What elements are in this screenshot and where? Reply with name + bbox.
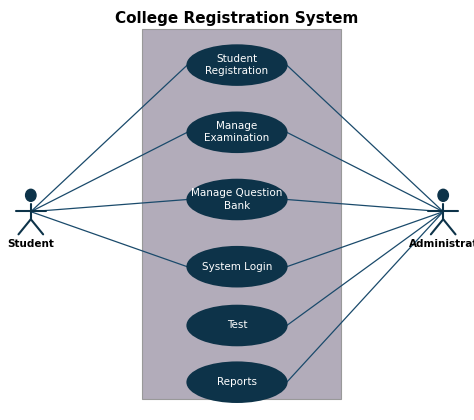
Ellipse shape (438, 189, 448, 201)
Ellipse shape (187, 112, 287, 152)
Text: Student
Registration: Student Registration (205, 54, 269, 76)
Text: College Registration System: College Registration System (115, 10, 359, 26)
Text: Student: Student (8, 239, 54, 249)
Text: Manage Question
Bank: Manage Question Bank (191, 188, 283, 211)
Text: Administrat: Administrat (409, 239, 474, 249)
Ellipse shape (187, 247, 287, 286)
Ellipse shape (187, 362, 287, 402)
Ellipse shape (26, 189, 36, 201)
Text: Reports: Reports (217, 377, 257, 387)
Ellipse shape (187, 45, 287, 85)
Ellipse shape (187, 306, 287, 345)
Text: Test: Test (227, 320, 247, 331)
FancyBboxPatch shape (142, 29, 341, 399)
Ellipse shape (187, 180, 287, 219)
Text: System Login: System Login (202, 262, 272, 272)
Text: Manage
Examination: Manage Examination (204, 121, 270, 144)
